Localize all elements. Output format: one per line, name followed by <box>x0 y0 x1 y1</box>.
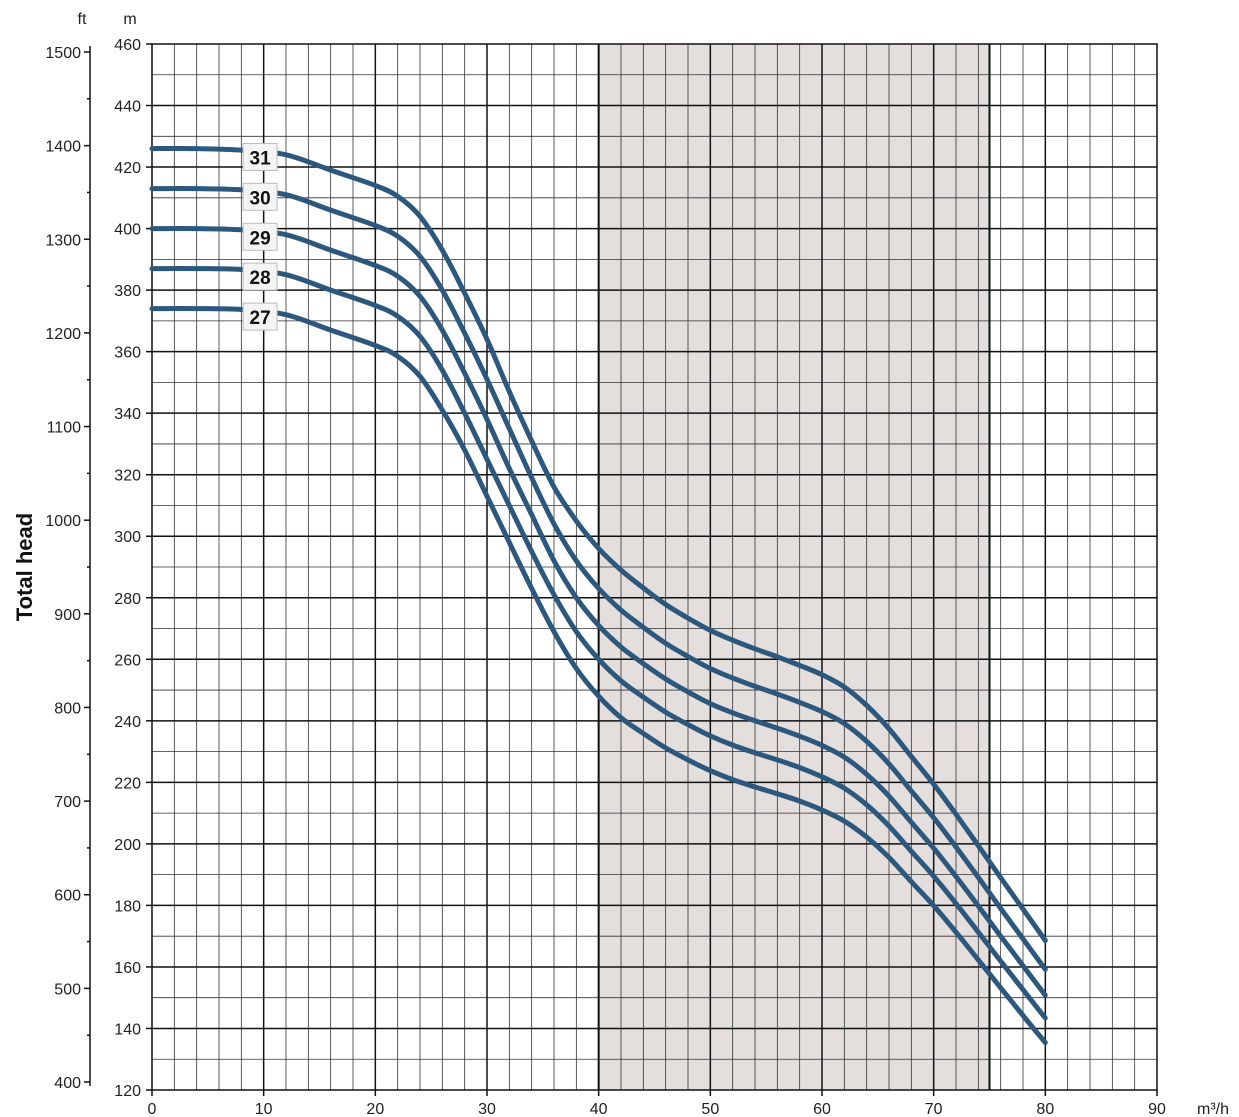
curve-28 <box>149 266 1048 1021</box>
y-tick-label-m: 240 <box>114 714 141 731</box>
y-tick-label-m: 300 <box>114 529 141 546</box>
y-tick-label-ft: 1500 <box>45 45 81 62</box>
x-tick-label: 90 <box>1148 1101 1166 1117</box>
y-tick-label-m: 400 <box>114 222 141 239</box>
y-tick-label-ft: 1400 <box>45 139 81 156</box>
x-tick-label: 80 <box>1036 1101 1054 1117</box>
y-tick-label-m: 260 <box>114 652 141 669</box>
x-tick-label: 50 <box>701 1101 719 1117</box>
curve-label-30: 30 <box>250 188 271 209</box>
y-tick-label-m: 200 <box>114 837 141 854</box>
plot-frame <box>151 43 1158 1091</box>
y-tick-label-ft: 400 <box>54 1075 81 1092</box>
curve-31 <box>149 145 1048 943</box>
curve-label-box-29 <box>242 222 278 251</box>
y-tick-label-ft: 1300 <box>45 232 81 249</box>
x-tick-label: 60 <box>813 1101 831 1117</box>
y-tick-label-m: 120 <box>114 1083 141 1100</box>
curve-label-29: 29 <box>250 228 271 249</box>
x-tick-label: 30 <box>478 1101 496 1117</box>
y-tick-label-m: 340 <box>114 406 141 423</box>
ft-unit-label: ft <box>78 11 87 28</box>
curve-27 <box>149 306 1048 1046</box>
y-tick-label-m: 380 <box>114 283 141 300</box>
y-tick-label-ft: 1000 <box>45 513 81 530</box>
y-tick-label-m: 280 <box>114 591 141 608</box>
y-tick-label-ft: 800 <box>54 700 81 717</box>
curve-label-box-30 <box>242 182 278 211</box>
curve-label-box-28 <box>242 262 278 291</box>
x-tick-label: 40 <box>590 1101 608 1117</box>
curve-29 <box>149 226 1048 998</box>
y-tick-label-m: 180 <box>114 898 141 915</box>
curve-label-27: 27 <box>250 308 271 329</box>
y-tick-label-m: 140 <box>114 1021 141 1038</box>
y-tick-label-m: 440 <box>114 99 141 116</box>
x-tick-label: 10 <box>255 1101 273 1117</box>
y-tick-label-m: 320 <box>114 468 141 485</box>
curve-label-box-27 <box>242 302 278 331</box>
y-tick-label-m: 160 <box>114 960 141 977</box>
curve-label-31: 31 <box>250 148 272 169</box>
y-tick-label-m: 220 <box>114 775 141 792</box>
x-tick-label: 0 <box>148 1101 157 1117</box>
curve-label-28: 28 <box>250 268 271 289</box>
y-tick-label-ft: 600 <box>54 888 81 905</box>
y-axis-title: Total head <box>12 513 37 621</box>
y-tick-label-ft: 500 <box>54 981 81 998</box>
y-tick-label-ft: 900 <box>54 607 81 624</box>
curve-label-box-31 <box>242 142 278 171</box>
y-tick-label-m: 460 <box>114 37 141 54</box>
y-tick-label-ft: 700 <box>54 794 81 811</box>
y-tick-label-ft: 1200 <box>45 326 81 343</box>
y-tick-label-ft: 1100 <box>47 420 82 437</box>
y-tick-label-m: 420 <box>114 160 141 177</box>
x-tick-label: 20 <box>366 1101 384 1117</box>
y-tick-label-m: 360 <box>114 345 141 362</box>
curve-30 <box>149 186 1048 972</box>
x-tick-label: 70 <box>925 1101 943 1117</box>
m-unit-label: m <box>123 11 136 28</box>
x-unit-label: m³/h <box>1197 1101 1229 1117</box>
